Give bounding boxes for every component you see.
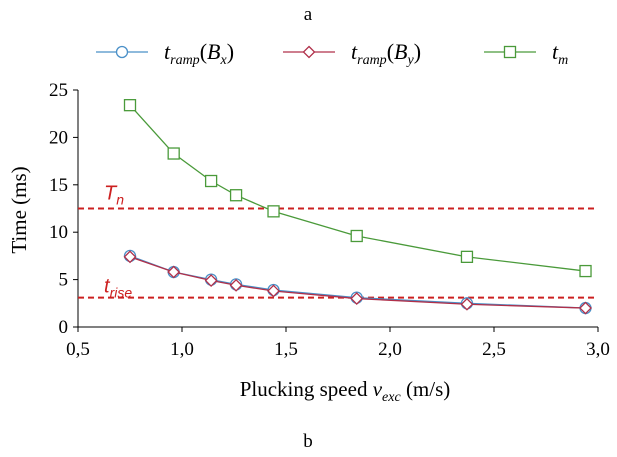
y-tick-label: 5 [59,270,69,291]
data-point [204,174,218,188]
data-point [350,229,363,243]
legend-marker [302,45,316,59]
x-tick-label: 3,0 [586,339,610,360]
panel-label-top: a [304,4,313,25]
x-tick-label: 2,0 [378,339,402,360]
data-point [460,250,474,263]
data-point [167,147,180,160]
legend: tramp(Bx) tramp(By) tm [96,39,568,68]
data-point [123,99,137,112]
legend-marker [115,45,129,59]
x-tick-label: 1,5 [274,339,298,360]
panel-label-bottom: b [303,431,313,452]
series-line [129,256,586,309]
data-point [267,205,280,218]
x-axis-label: Plucking speed vexc (m/s) [240,377,451,405]
y-tick-label: 15 [49,175,68,196]
legend-label: tm [552,39,568,68]
data-point [123,250,137,264]
y-axis-label: Time (ms) [7,166,31,253]
legend-label: tramp(By) [351,39,421,68]
data-point [460,297,474,311]
y-tick-label: 20 [49,127,68,148]
data-point [267,284,280,298]
x-tick-label: 2,5 [482,339,506,360]
plot-area: 0,5 1,0 1,5 2,0 2,5 3,0 0 5 10 15 20 25 Tn trise [49,80,610,360]
data-point [229,189,243,202]
x-tick-label: 1,0 [170,339,194,360]
y-tick-label: 10 [49,222,68,243]
data-point [167,265,181,279]
series-line [129,104,586,272]
data-point [204,274,218,287]
x-tick-label: 0,5 [66,339,90,360]
y-tick-label: 25 [49,80,68,101]
y-tick-label: 0 [59,317,69,338]
legend-label: tramp(Bx) [164,39,234,68]
data-point [350,292,364,305]
reference-line-label: trise [104,276,132,301]
data-point [579,301,592,315]
reference-line-label: Tn [104,183,124,208]
data-point [229,278,243,292]
data-point [579,264,592,278]
legend-marker [503,45,517,59]
